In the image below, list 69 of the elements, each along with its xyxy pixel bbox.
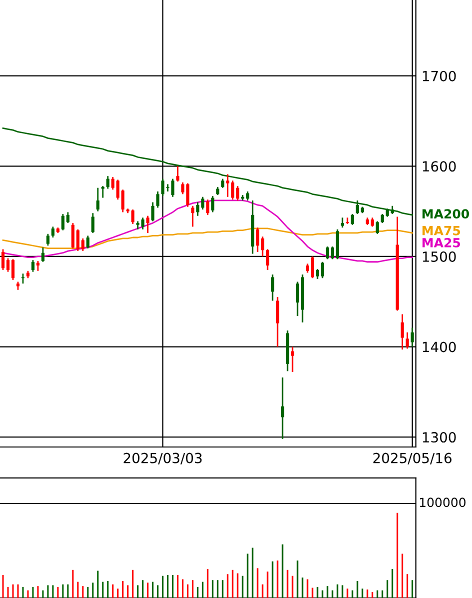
candlestick (21, 272, 25, 284)
series-label: MA25 (422, 238, 460, 248)
candlestick (11, 258, 15, 281)
candlestick (46, 233, 50, 246)
candlestick (316, 268, 320, 280)
candlestick (271, 274, 274, 302)
y-tick-label: 1400 (422, 342, 456, 352)
candlestick (201, 196, 204, 210)
candlestick (330, 246, 334, 260)
candlestick (306, 262, 310, 274)
y-tick-label: 1600 (422, 161, 456, 172)
candlestick (76, 228, 80, 252)
candlestick (326, 246, 330, 260)
candlestick (350, 213, 354, 226)
candlestick (106, 175, 110, 190)
candlestick (41, 246, 44, 263)
line-series (2, 128, 414, 216)
candlestick (81, 238, 84, 252)
candlestick (380, 213, 384, 224)
candlestick (51, 226, 54, 238)
series-label: MA75 (422, 226, 460, 236)
candlestick (340, 216, 344, 228)
candlestick (96, 187, 100, 212)
candlestick (66, 212, 70, 224)
x-tick-label: 2025/05/16 (373, 452, 452, 464)
candlestick (191, 205, 194, 228)
candlestick (196, 202, 200, 217)
candlestick (116, 179, 120, 200)
candlestick (290, 346, 294, 373)
candlestick (320, 261, 324, 279)
candlestick (211, 195, 214, 213)
candlestick (231, 180, 234, 200)
candlestick (226, 174, 230, 198)
candlestick (236, 185, 240, 202)
candlestick (310, 256, 314, 279)
y-tick-label: 1700 (422, 70, 456, 82)
candlestick (1, 248, 5, 271)
candlestick (400, 314, 404, 350)
text: 100000 (420, 498, 466, 508)
candlestick (111, 176, 114, 190)
candlestick (91, 212, 94, 234)
candlestick (296, 281, 300, 317)
candlestick (346, 216, 349, 225)
series-label: MA200 (422, 209, 469, 219)
candlestick (246, 190, 250, 202)
y-tick-label: 1300 (422, 432, 456, 443)
candlestick (410, 327, 414, 348)
candlestick (281, 376, 284, 440)
candlestick (206, 198, 210, 216)
candlestick (266, 248, 270, 271)
candlestick (71, 222, 74, 250)
candlestick (261, 236, 264, 258)
y-tick-label: 1500 (422, 251, 456, 262)
candlestick (370, 216, 374, 228)
candlestick (31, 259, 34, 273)
candlestick (146, 215, 150, 234)
candlestick (151, 202, 154, 222)
candlestick (156, 190, 160, 208)
candlestick (61, 213, 64, 231)
candlestick (406, 332, 409, 350)
candlestick (176, 165, 180, 182)
x-tick-label: 2025/03/03 (124, 452, 202, 464)
candlestick (376, 220, 379, 235)
candlestick (276, 296, 280, 348)
candlestick (6, 258, 10, 273)
candlestick (86, 235, 90, 250)
candlestick (221, 178, 224, 189)
candlestick (256, 226, 260, 253)
candlestick (121, 188, 124, 213)
